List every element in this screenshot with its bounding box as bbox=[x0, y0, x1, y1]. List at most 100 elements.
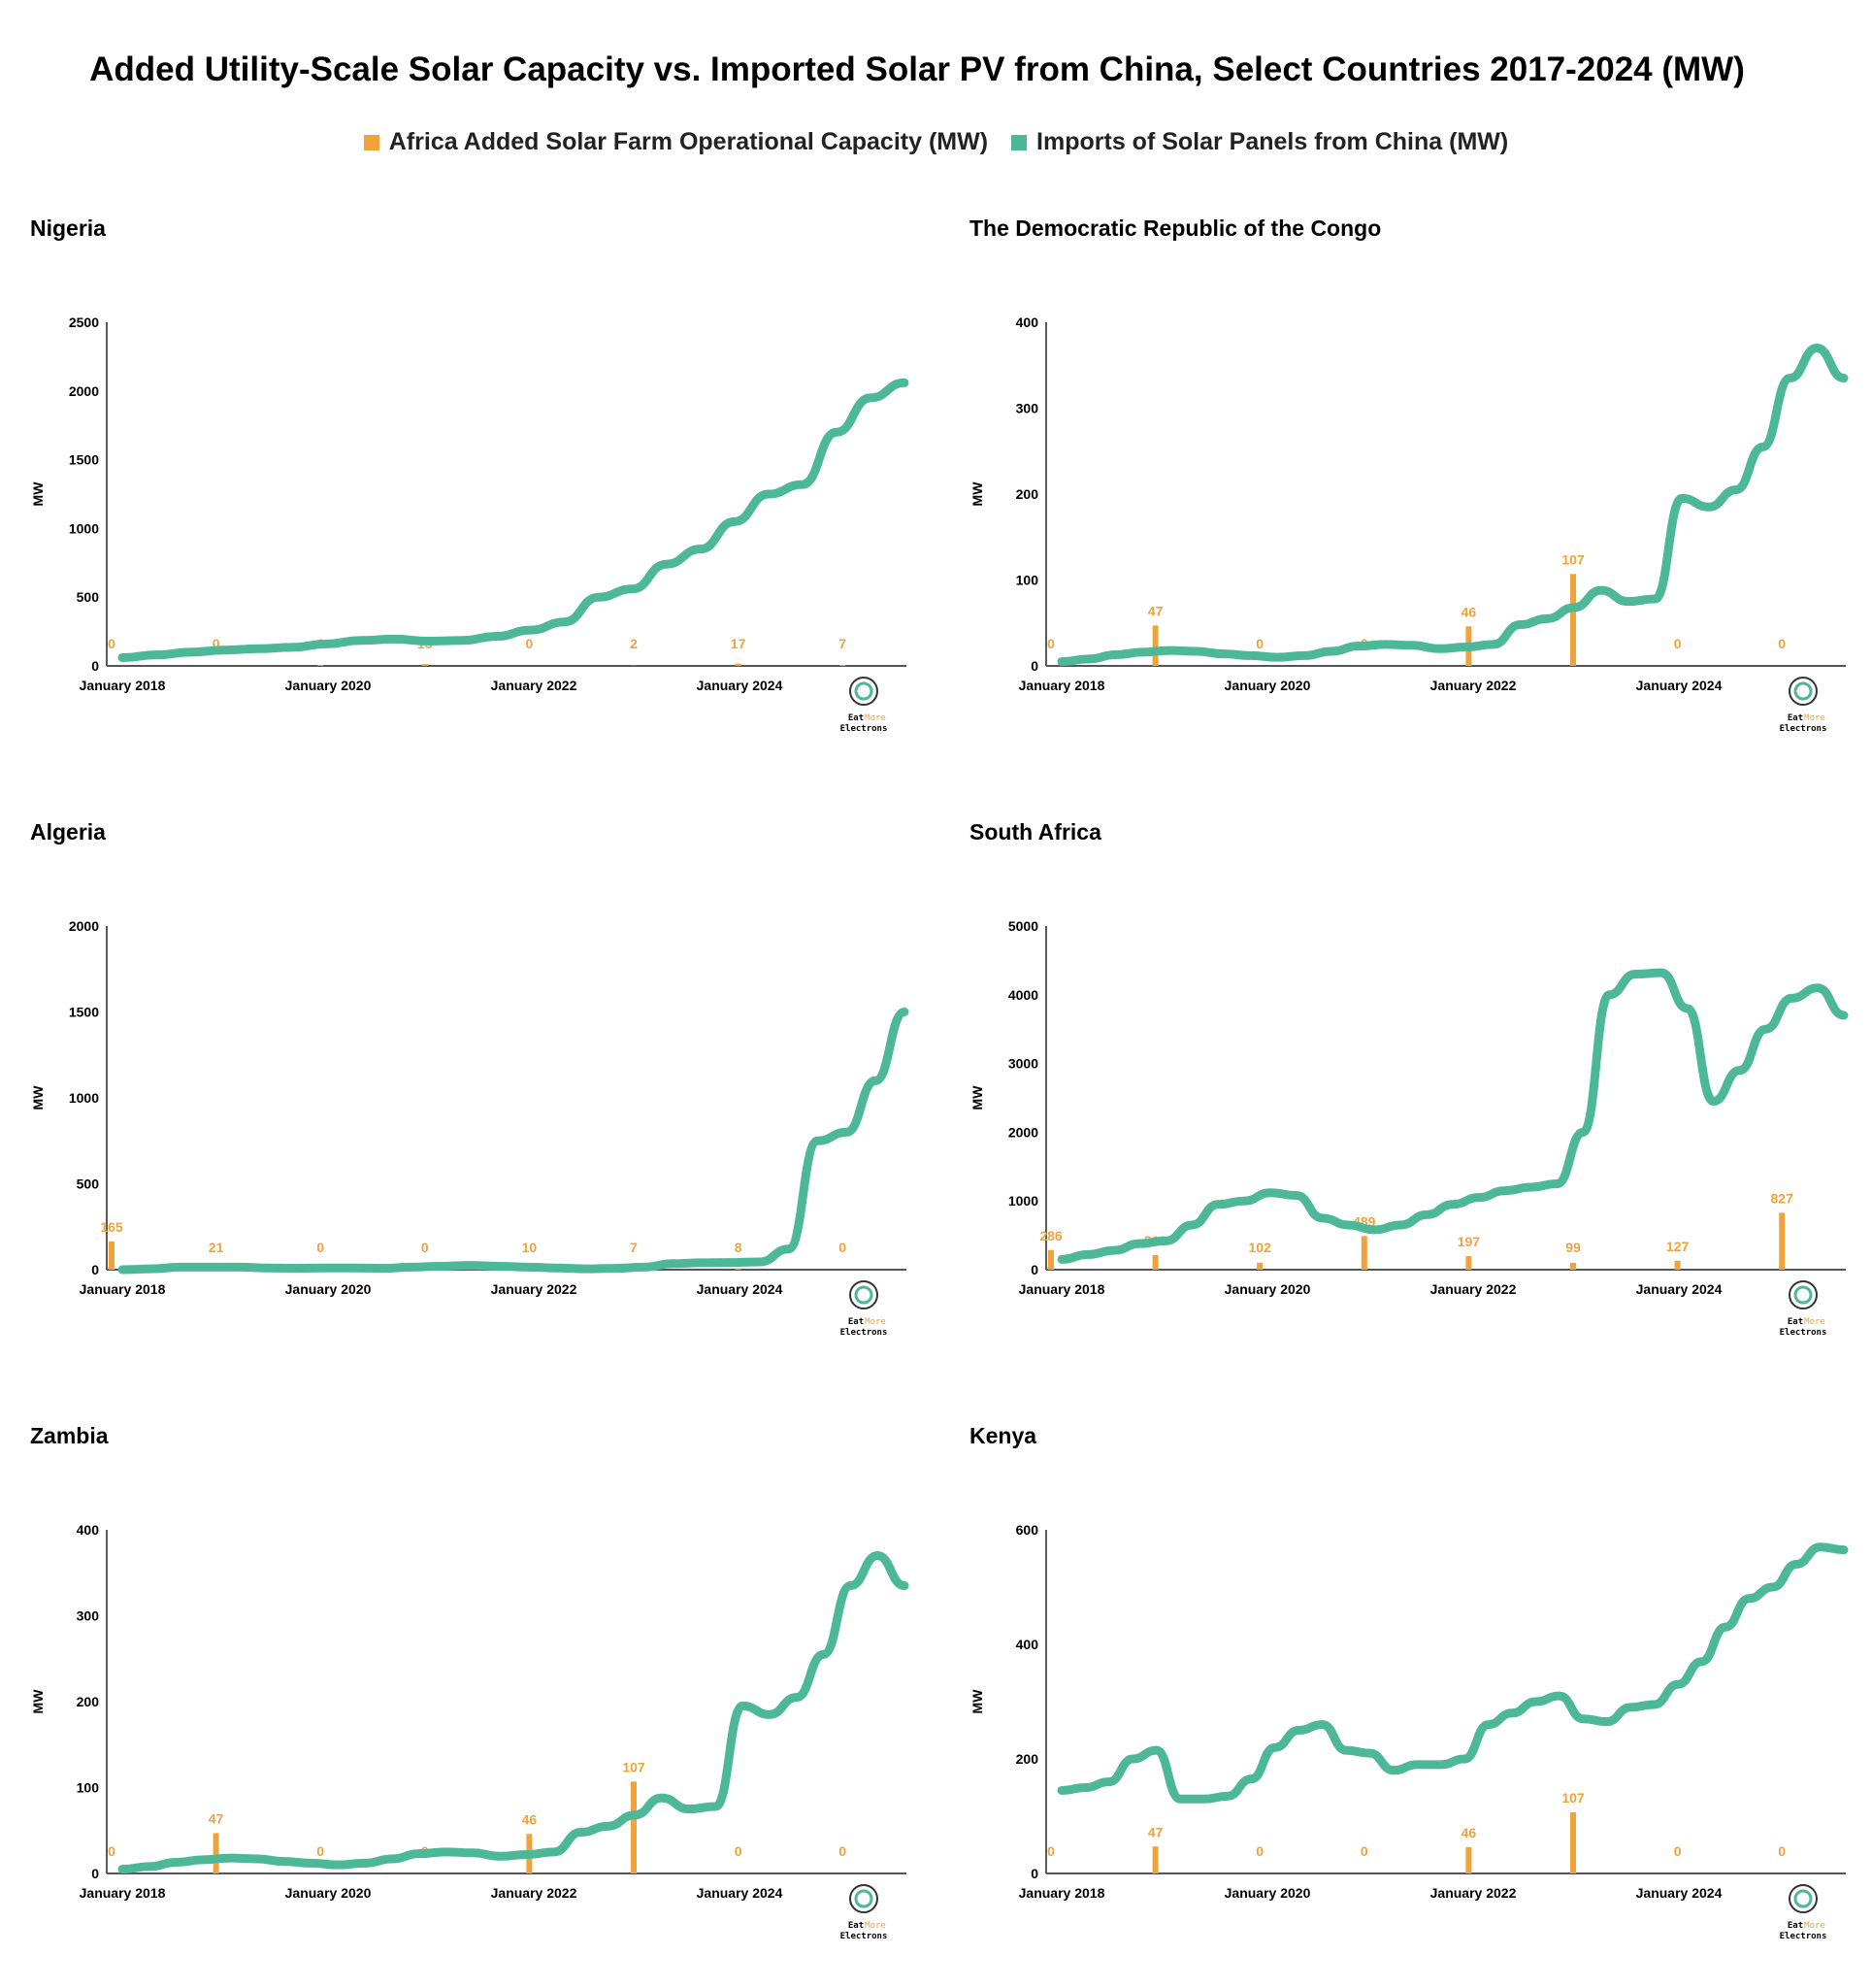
x-tick-label: January 2022 bbox=[491, 1281, 577, 1297]
chart-panel-the-democratic-republic-of-the-congo: 0 100 200 300 400 MW January 2018 January 2020 J… bbox=[939, 215, 1872, 798]
panel-title: Nigeria bbox=[30, 215, 106, 241]
x-tick-label: January 2024 bbox=[697, 1885, 783, 1901]
bar-label: 0 bbox=[735, 1843, 742, 1859]
x-tick-label: January 2022 bbox=[491, 1885, 577, 1901]
x-tick-label: January 2018 bbox=[1019, 1885, 1105, 1901]
imports-line bbox=[1057, 968, 1849, 1264]
bar-2022 bbox=[631, 1781, 637, 1873]
bar-label: 107 bbox=[1561, 1790, 1585, 1806]
bar-2018 bbox=[213, 1833, 219, 1873]
bar-label: 107 bbox=[622, 1759, 645, 1774]
bar-2020 bbox=[421, 664, 428, 666]
chart-svg: 0 100 200 300 400 MW January 2018 January 2020 J… bbox=[30, 1522, 909, 1941]
logo-inner-icon bbox=[854, 1889, 873, 1908]
bar-label: 7 bbox=[838, 636, 846, 651]
bar-label: 0 bbox=[1256, 636, 1264, 651]
logo-text: More bbox=[865, 713, 886, 723]
x-tick-label: January 2018 bbox=[1019, 678, 1105, 693]
logo-text: Eat bbox=[1788, 1921, 1803, 1931]
bar-2021 bbox=[1465, 1846, 1472, 1873]
bar-label: 0 bbox=[1778, 636, 1786, 651]
x-tick-label: January 2020 bbox=[1225, 1885, 1311, 1901]
x-tick-label: January 2022 bbox=[491, 678, 577, 693]
bar-2023 bbox=[1674, 1261, 1681, 1270]
x-tick-label: January 2020 bbox=[285, 1281, 372, 1297]
x-tick-label: January 2024 bbox=[697, 1281, 783, 1297]
logo-inner-icon bbox=[1793, 1889, 1813, 1908]
logo-text: Electrons bbox=[840, 1932, 888, 1941]
y-tick-label: 600 bbox=[1016, 1522, 1039, 1538]
bar-label: 0 bbox=[1674, 1843, 1682, 1859]
legend-item-imports: Imports of Solar Panels from China (MW) bbox=[1011, 128, 1508, 156]
y-tick-label: 100 bbox=[77, 1780, 100, 1796]
logo-text: Eat bbox=[848, 1317, 864, 1327]
bar-label: 0 bbox=[1047, 636, 1055, 651]
bar-label: 0 bbox=[316, 1240, 324, 1255]
bar-label: 165 bbox=[100, 1219, 123, 1235]
chart-svg: 0 200 400 600 MW January 2018 January 2020 Janu… bbox=[969, 1522, 1849, 1941]
y-tick-label: 0 bbox=[91, 658, 99, 674]
bar-2022 bbox=[1570, 574, 1576, 666]
y-axis-label: MW bbox=[969, 1085, 985, 1110]
bar-label: 102 bbox=[1249, 1240, 1272, 1255]
y-tick-label: 300 bbox=[1016, 401, 1039, 416]
bar-2022 bbox=[1570, 1811, 1576, 1873]
legend-swatch-green bbox=[1011, 134, 1028, 150]
bar-label: 0 bbox=[526, 636, 534, 651]
bar-2017 bbox=[109, 1241, 115, 1270]
bar-label: 0 bbox=[1674, 636, 1682, 651]
bar-label: 0 bbox=[1256, 1843, 1264, 1859]
y-tick-label: 0 bbox=[1031, 1262, 1038, 1277]
logo-text: More bbox=[865, 1317, 886, 1327]
bar-label: 46 bbox=[1461, 1825, 1477, 1840]
imports-line bbox=[1057, 344, 1849, 667]
y-tick-label: 100 bbox=[1016, 573, 1039, 588]
bar-label: 107 bbox=[1561, 551, 1585, 567]
bar-label: 0 bbox=[1361, 1843, 1368, 1859]
bar-2019 bbox=[317, 665, 324, 666]
logo-text: More bbox=[1804, 1921, 1825, 1931]
logo-inner-icon bbox=[1793, 681, 1813, 701]
imports-line bbox=[1057, 1542, 1849, 1804]
y-tick-label: 1500 bbox=[69, 1005, 99, 1020]
x-tick-label: January 2024 bbox=[1636, 1281, 1723, 1297]
x-tick-label: January 2024 bbox=[697, 678, 783, 693]
bar-label: 46 bbox=[522, 1811, 538, 1827]
y-axis-label: MW bbox=[30, 1085, 46, 1110]
logo-inner-icon bbox=[854, 1285, 873, 1305]
bar-label: 0 bbox=[838, 1240, 846, 1255]
logo-text: Electrons bbox=[1780, 724, 1827, 734]
bar-label: 47 bbox=[1148, 603, 1164, 618]
logo-inner-icon bbox=[854, 681, 873, 701]
logo-text: Electrons bbox=[1780, 1328, 1827, 1338]
y-tick-label: 500 bbox=[77, 589, 100, 605]
logo-text: Eat bbox=[848, 713, 864, 723]
bar-2019 bbox=[1257, 1262, 1264, 1270]
bar-label: 827 bbox=[1771, 1190, 1794, 1206]
y-tick-label: 200 bbox=[77, 1694, 100, 1709]
bar-2023 bbox=[735, 1268, 741, 1270]
bar-label: 47 bbox=[1148, 1824, 1164, 1839]
bar-label: 0 bbox=[108, 636, 115, 651]
y-tick-label: 400 bbox=[77, 1522, 100, 1538]
y-tick-label: 200 bbox=[1016, 1751, 1039, 1767]
logo-text: Electrons bbox=[840, 1328, 888, 1338]
logo-text: Eat bbox=[1788, 713, 1803, 723]
x-tick-label: January 2024 bbox=[1636, 678, 1723, 693]
bar-label: 99 bbox=[1565, 1240, 1581, 1255]
x-tick-label: January 2018 bbox=[80, 1281, 166, 1297]
logo-ring-icon bbox=[1789, 677, 1818, 706]
chart-panel-algeria: 0 500 1000 1500 2000 MW January 2018 January 20… bbox=[0, 819, 933, 1402]
logo-text: More bbox=[1804, 1317, 1825, 1327]
chart-panel-south-africa: 0 1000 2000 3000 4000 5000 MW January 2018 Janua… bbox=[939, 819, 1872, 1402]
x-tick-label: January 2018 bbox=[1019, 1281, 1105, 1297]
y-tick-label: 3000 bbox=[1008, 1056, 1038, 1072]
chart-svg: 0 100 200 300 400 MW January 2018 January 2020 J… bbox=[969, 315, 1849, 734]
y-tick-label: 1000 bbox=[1008, 1193, 1038, 1209]
y-tick-label: 400 bbox=[1016, 1637, 1039, 1652]
